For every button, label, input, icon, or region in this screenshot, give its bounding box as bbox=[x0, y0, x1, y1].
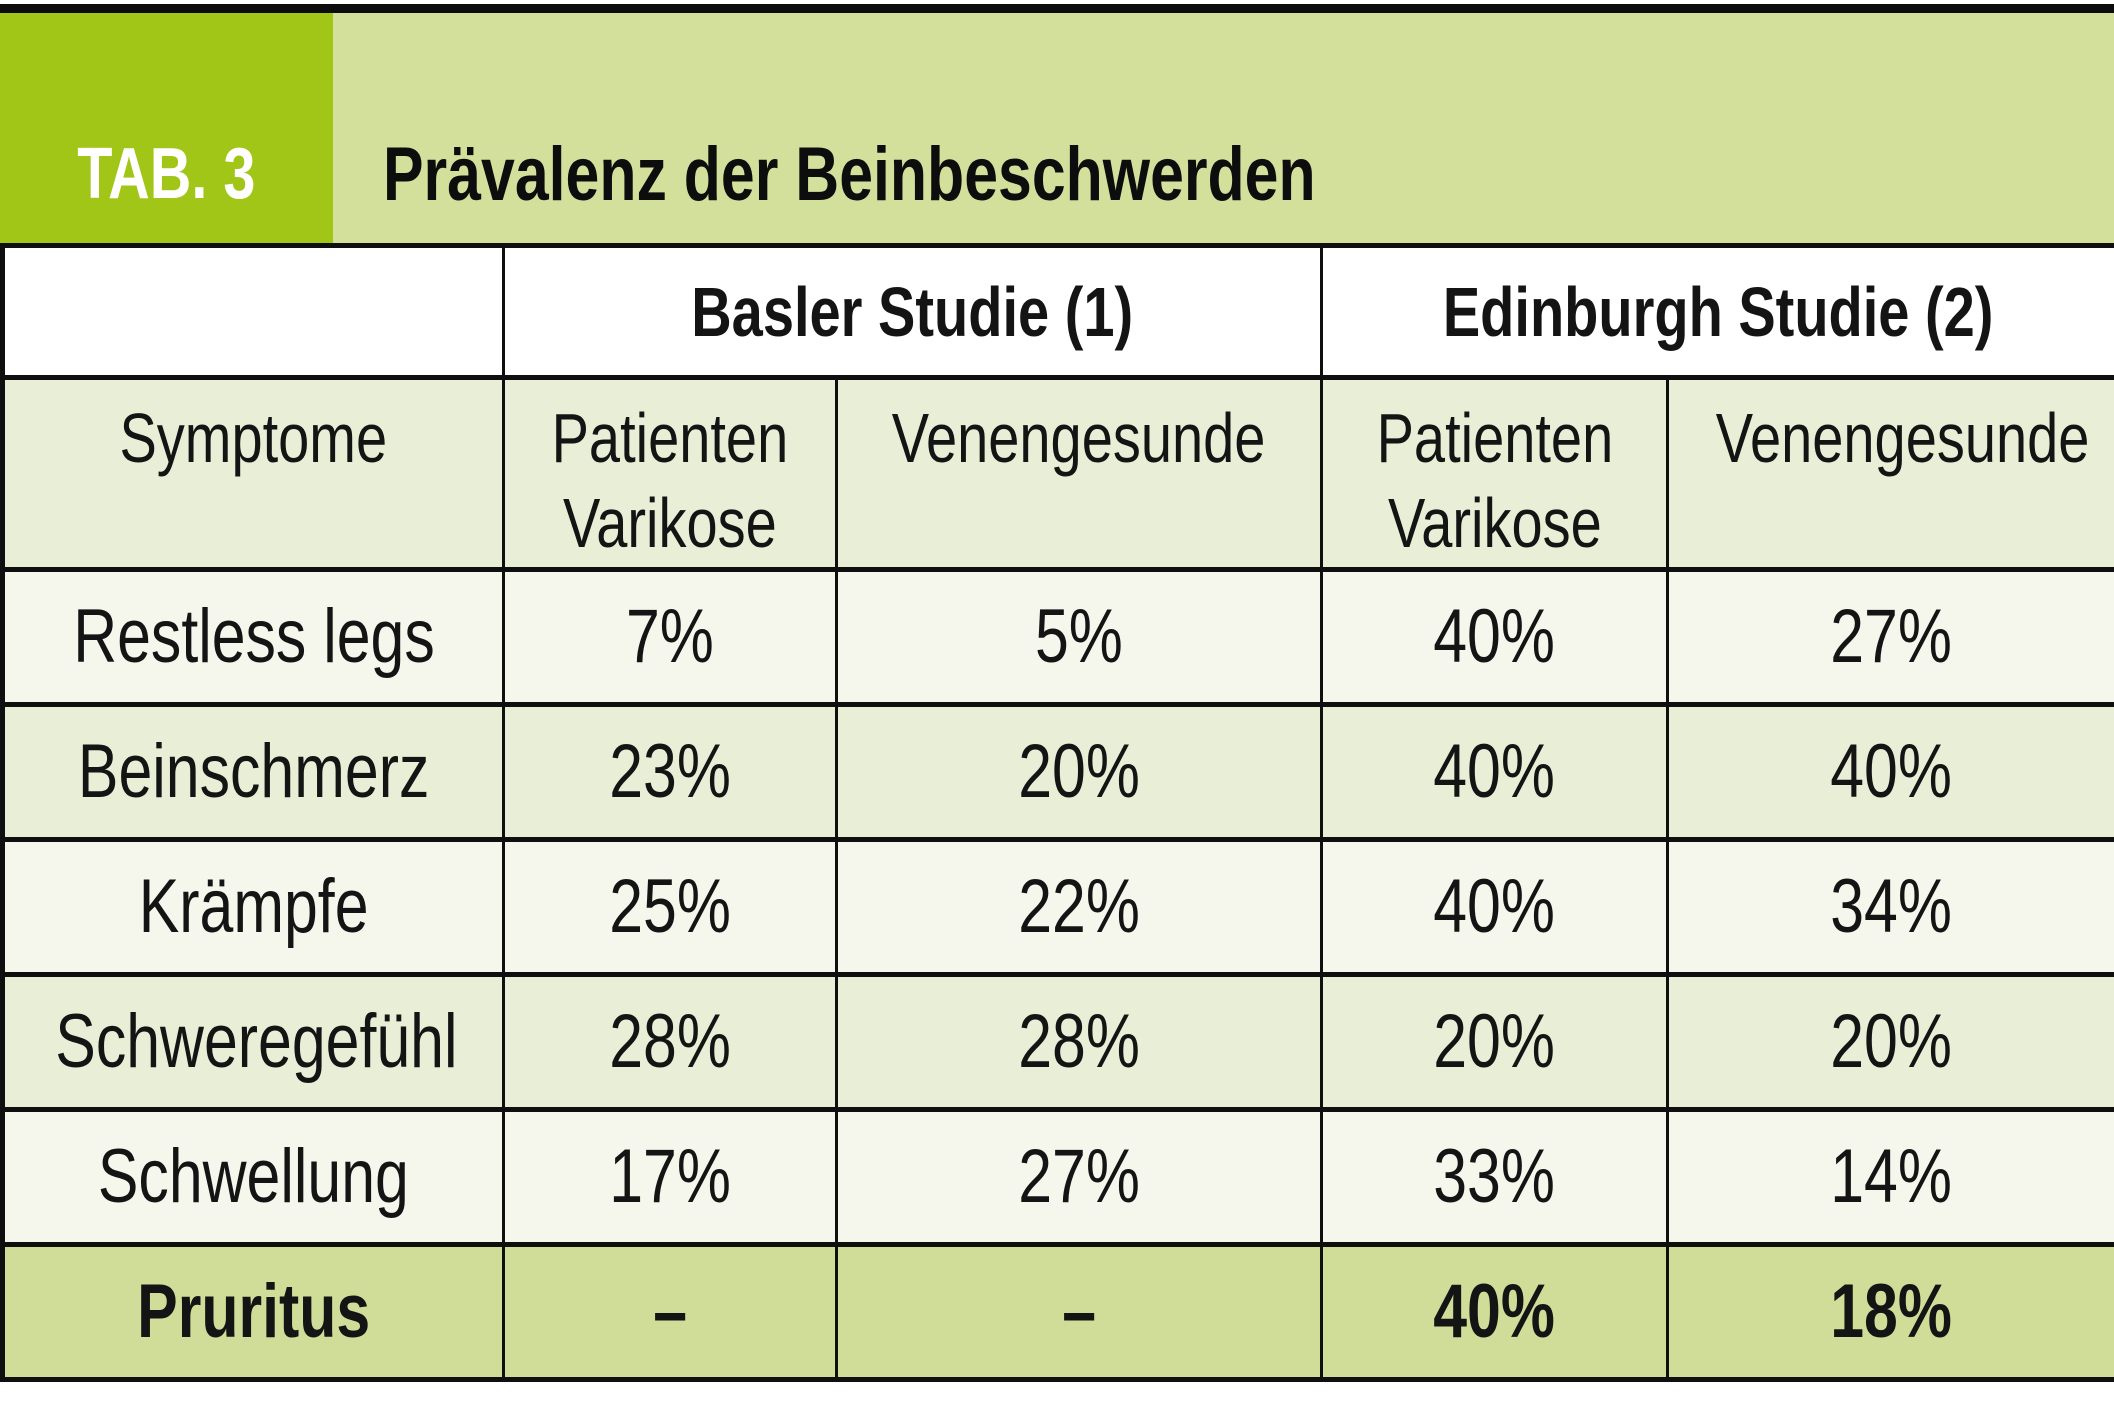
title-bar: TAB. 3 Prävalenz der Beinbeschwerden bbox=[0, 13, 2114, 243]
value-text: 20% bbox=[1434, 998, 1556, 1085]
value-text: 22% bbox=[1018, 863, 1140, 950]
table-row-schweregefuehl: Schweregefühl 28% 28% 20% 20% bbox=[3, 974, 2114, 1109]
value-cell: 20% bbox=[1668, 974, 2114, 1109]
value-text: 25% bbox=[609, 863, 731, 950]
value-text: – bbox=[653, 1268, 687, 1355]
group-header-basler: Basler Studie (1) bbox=[504, 246, 1322, 378]
value-cell: 28% bbox=[504, 974, 837, 1109]
value-cell: 40% bbox=[1322, 569, 1668, 704]
symptom-label: Restless legs bbox=[73, 593, 435, 680]
value-cell: – bbox=[504, 1244, 837, 1379]
corner-cell bbox=[3, 246, 504, 378]
study-group-header-row: Basler Studie (1) Edinburgh Studie (2) bbox=[3, 246, 2114, 378]
symptom-label: Krämpfe bbox=[139, 863, 369, 950]
table-row-kraempfe: Krämpfe 25% 22% 40% 34% bbox=[3, 839, 2114, 974]
value-text: 14% bbox=[1831, 1133, 1953, 1220]
value-text: – bbox=[1062, 1268, 1096, 1355]
title-area: Prävalenz der Beinbeschwerden bbox=[333, 13, 2114, 243]
column-header-basler-venengesunde: Venengesunde bbox=[837, 378, 1322, 570]
value-cell: – bbox=[837, 1244, 1322, 1379]
value-cell: 7% bbox=[504, 569, 837, 704]
symptom-cell: Beinschmerz bbox=[3, 704, 504, 839]
group-header-basler-label: Basler Studie (1) bbox=[692, 272, 1134, 352]
column-header-edinburgh-venengesunde: Venengesunde bbox=[1668, 378, 2114, 570]
value-text: 40% bbox=[1831, 728, 1953, 815]
value-cell: 5% bbox=[837, 569, 1322, 704]
value-cell: 40% bbox=[1322, 704, 1668, 839]
value-cell: 18% bbox=[1668, 1244, 2114, 1379]
column-header-basler-patienten: Patienten Varikose bbox=[504, 378, 837, 570]
value-cell: 34% bbox=[1668, 839, 2114, 974]
value-cell: 27% bbox=[837, 1109, 1322, 1244]
value-cell: 14% bbox=[1668, 1109, 2114, 1244]
column-header-symptome: Symptome bbox=[3, 378, 504, 570]
symptom-label: Beinschmerz bbox=[78, 728, 429, 815]
group-header-edinburgh: Edinburgh Studie (2) bbox=[1322, 246, 2114, 378]
value-text: 34% bbox=[1831, 863, 1953, 950]
group-header-edinburgh-label: Edinburgh Studie (2) bbox=[1443, 272, 1994, 352]
symptom-cell: Krämpfe bbox=[3, 839, 504, 974]
value-text: 20% bbox=[1831, 998, 1953, 1085]
column-header-edinburgh-venengesunde-label: Venengesunde bbox=[1716, 396, 2090, 481]
table-row-schwellung: Schwellung 17% 27% 33% 14% bbox=[3, 1109, 2114, 1244]
column-header-symptome-label: Symptome bbox=[120, 396, 388, 481]
value-text: 40% bbox=[1434, 863, 1556, 950]
value-text: 40% bbox=[1434, 593, 1556, 680]
table-row-pruritus: Pruritus – – 40% 18% bbox=[3, 1244, 2114, 1379]
value-text: 28% bbox=[1018, 998, 1140, 1085]
value-text: 40% bbox=[1434, 1268, 1556, 1355]
value-cell: 17% bbox=[504, 1109, 837, 1244]
value-cell: 22% bbox=[837, 839, 1322, 974]
value-text: 28% bbox=[609, 998, 731, 1085]
value-cell: 20% bbox=[1322, 974, 1668, 1109]
symptom-label: Schweregefühl bbox=[55, 998, 457, 1085]
page-title: Prävalenz der Beinbeschwerden bbox=[383, 131, 1316, 218]
value-cell: 40% bbox=[1668, 704, 2114, 839]
symptom-cell: Schwellung bbox=[3, 1109, 504, 1244]
column-header-row: Symptome Patienten Varikose Venengesunde… bbox=[3, 378, 2114, 570]
value-text: 5% bbox=[1035, 593, 1123, 680]
page: TAB. 3 Prävalenz der Beinbeschwerden Bas… bbox=[0, 4, 2114, 1412]
value-text: 17% bbox=[609, 1133, 731, 1220]
value-cell: 23% bbox=[504, 704, 837, 839]
value-text: 18% bbox=[1831, 1268, 1953, 1355]
table-row-beinschmerz: Beinschmerz 23% 20% 40% 40% bbox=[3, 704, 2114, 839]
value-text: 33% bbox=[1434, 1133, 1556, 1220]
value-text: 20% bbox=[1018, 728, 1140, 815]
value-text: 23% bbox=[609, 728, 731, 815]
table-number-badge: TAB. 3 bbox=[0, 13, 333, 243]
value-text: 40% bbox=[1434, 728, 1556, 815]
column-header-basler-venengesunde-label: Venengesunde bbox=[892, 396, 1266, 481]
value-text: 7% bbox=[626, 593, 714, 680]
value-cell: 40% bbox=[1322, 1244, 1668, 1379]
column-header-edinburgh-patienten-label: Patienten Varikose bbox=[1376, 396, 1613, 567]
symptom-label: Pruritus bbox=[137, 1268, 370, 1355]
value-cell: 20% bbox=[837, 704, 1322, 839]
table-number-label: TAB. 3 bbox=[77, 133, 255, 215]
symptom-cell: Pruritus bbox=[3, 1244, 504, 1379]
top-rule-divider bbox=[0, 4, 2114, 13]
symptom-cell: Schweregefühl bbox=[3, 974, 504, 1109]
value-text: 27% bbox=[1018, 1133, 1140, 1220]
prevalence-table: Basler Studie (1) Edinburgh Studie (2) S… bbox=[0, 243, 2114, 1382]
column-header-basler-patienten-label: Patienten Varikose bbox=[552, 396, 789, 567]
value-cell: 25% bbox=[504, 839, 837, 974]
symptom-cell: Restless legs bbox=[3, 569, 504, 704]
value-text: 27% bbox=[1831, 593, 1953, 680]
value-cell: 40% bbox=[1322, 839, 1668, 974]
column-header-edinburgh-patienten: Patienten Varikose bbox=[1322, 378, 1668, 570]
symptom-label: Schwellung bbox=[98, 1133, 409, 1220]
value-cell: 28% bbox=[837, 974, 1322, 1109]
value-cell: 27% bbox=[1668, 569, 2114, 704]
value-cell: 33% bbox=[1322, 1109, 1668, 1244]
table-row-restless-legs: Restless legs 7% 5% 40% 27% bbox=[3, 569, 2114, 704]
